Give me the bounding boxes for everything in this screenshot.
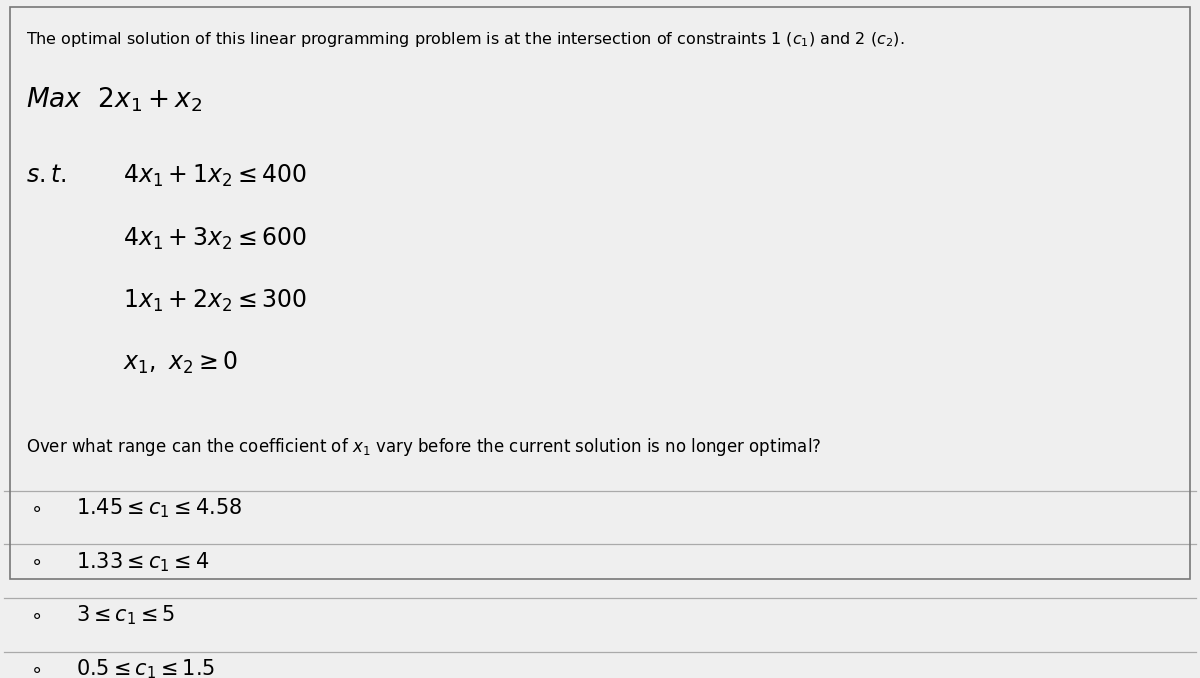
Text: $\circ$: $\circ$ [30, 605, 42, 624]
Text: $\mathit{s.t.}$: $\mathit{s.t.}$ [25, 163, 66, 187]
Bar [4, 491, 1196, 544]
Text: The optimal solution of this linear programming problem is at the intersection o: The optimal solution of this linear prog… [25, 30, 904, 49]
Text: $4x_1 + 1x_2 \leq 400$: $4x_1 + 1x_2 \leq 400$ [124, 163, 307, 189]
Text: $1.33 \leq c_1 \leq 4$: $1.33 \leq c_1 \leq 4$ [76, 550, 209, 574]
Text: $1x_1 + 2x_2 \leq 300$: $1x_1 + 2x_2 \leq 300$ [124, 287, 307, 314]
Bar [4, 598, 1196, 652]
Bar [4, 544, 1196, 598]
Bar [4, 652, 1196, 678]
Text: $x_1,\ x_2 \geq 0$: $x_1,\ x_2 \geq 0$ [124, 351, 239, 376]
Text: $\mathit{Max}\ \ 2x_1 + x_2$: $\mathit{Max}\ \ 2x_1 + x_2$ [25, 85, 202, 113]
Text: $\circ$: $\circ$ [30, 551, 42, 570]
Text: $1.45 \leq c_1 \leq 4.58$: $1.45 \leq c_1 \leq 4.58$ [76, 496, 241, 520]
Text: $3 \leq c_1 \leq 5$: $3 \leq c_1 \leq 5$ [76, 604, 175, 627]
Text: $0.5 \leq c_1 \leq 1.5$: $0.5 \leq c_1 \leq 1.5$ [76, 658, 215, 678]
Text: $4x_1 + 3x_2 \leq 600$: $4x_1 + 3x_2 \leq 600$ [124, 225, 307, 252]
Text: Over what range can the coefficient of $x_1$ vary before the current solution is: Over what range can the coefficient of $… [25, 436, 821, 458]
Text: $\circ$: $\circ$ [30, 658, 42, 678]
Text: $\circ$: $\circ$ [30, 498, 42, 517]
